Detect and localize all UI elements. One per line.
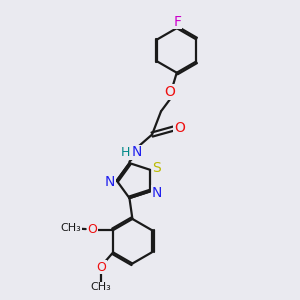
Text: O: O [96, 261, 106, 274]
Text: O: O [164, 85, 175, 99]
Text: N: N [105, 175, 116, 189]
Text: S: S [152, 161, 161, 175]
Text: N: N [131, 146, 142, 159]
Text: O: O [174, 121, 185, 135]
Text: CH₃: CH₃ [60, 223, 81, 233]
Text: H: H [121, 146, 130, 159]
Text: CH₃: CH₃ [91, 283, 112, 292]
Text: N: N [152, 186, 162, 200]
Text: F: F [173, 15, 181, 28]
Text: O: O [87, 223, 97, 236]
